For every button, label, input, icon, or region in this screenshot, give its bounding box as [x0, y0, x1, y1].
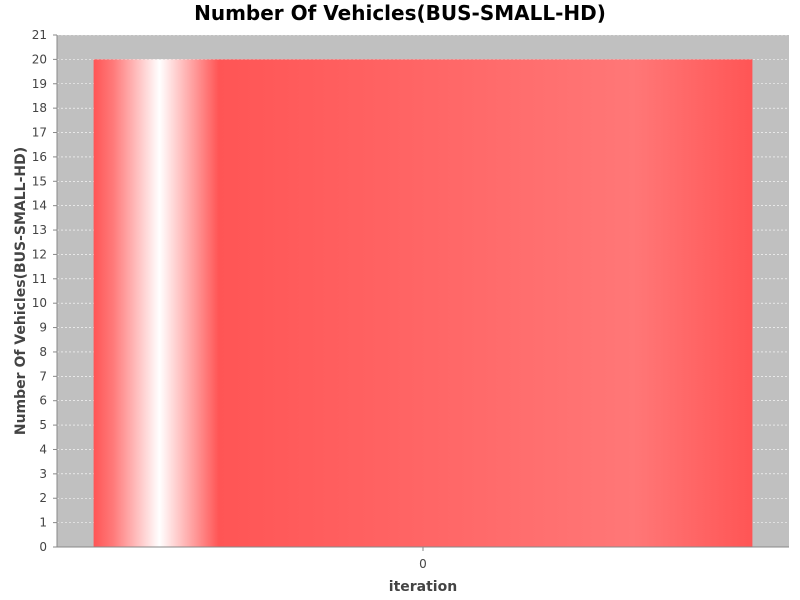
y-tick-label: 19 [32, 77, 47, 91]
y-tick-label: 1 [39, 516, 47, 530]
y-tick-label: 4 [39, 442, 47, 456]
x-tick-label: 0 [419, 557, 427, 571]
y-tick-label: 20 [32, 52, 47, 66]
x-axis-label: iteration [389, 579, 457, 595]
y-axis-label: Number Of Vehicles(BUS-SMALL-HD) [13, 147, 29, 435]
y-tick-label: 16 [32, 150, 47, 164]
y-tick-label: 14 [32, 199, 47, 213]
x-tick-labels: 0 [419, 547, 427, 571]
y-tick-label: 15 [32, 174, 47, 188]
y-tick-label: 11 [32, 272, 47, 286]
y-tick-label: 8 [39, 345, 47, 359]
y-tick-label: 21 [32, 28, 47, 42]
y-tick-label: 0 [39, 540, 47, 554]
y-tick-label: 6 [39, 394, 47, 408]
y-tick-label: 13 [32, 223, 47, 237]
y-tick-label: 3 [39, 467, 47, 481]
y-tick-label: 12 [32, 247, 47, 261]
y-tick-label: 7 [39, 369, 47, 383]
y-tick-label: 9 [39, 321, 47, 335]
chart-title: Number Of Vehicles(BUS-SMALL-HD) [194, 1, 606, 25]
y-tick-label: 17 [32, 126, 47, 140]
bars [93, 59, 753, 547]
bar [93, 59, 753, 547]
y-tick-label: 10 [32, 296, 47, 310]
y-tick-label: 2 [39, 491, 47, 505]
y-tick-label: 18 [32, 101, 47, 115]
y-tick-label: 5 [39, 418, 47, 432]
